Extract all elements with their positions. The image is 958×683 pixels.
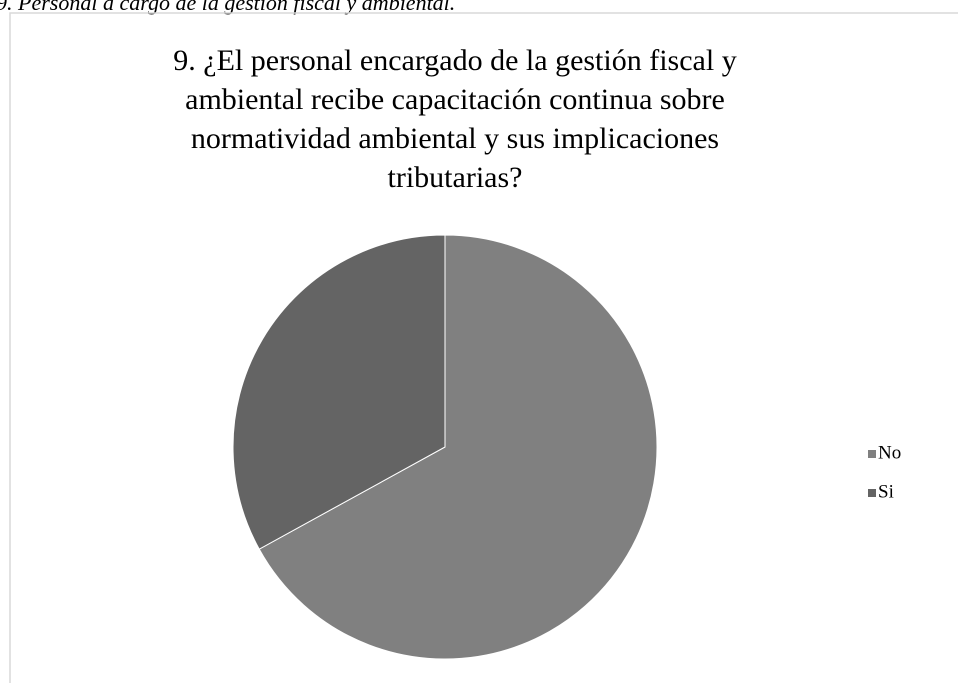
- chart-frame: [9, 12, 958, 683]
- pie-slice: [232, 234, 446, 550]
- legend-swatch: [868, 489, 876, 497]
- chart-title-line: 9. ¿El personal encargado de la gestión …: [173, 44, 736, 77]
- legend-label: No: [878, 442, 901, 463]
- legend-label: Si: [878, 481, 894, 502]
- legend-swatch: [868, 450, 876, 458]
- chart-title-line: ambiental recibe capacitación continua s…: [185, 83, 725, 116]
- figure-caption: 9. Personal a cargo de la gestión fiscal…: [0, 0, 455, 15]
- pie-slice: [258, 234, 658, 660]
- chart: 9. ¿El personal encargado de la gestión …: [173, 44, 901, 660]
- chart-title-line: tributarias?: [388, 161, 523, 194]
- chart-title-line: normatividad ambiental y sus implicacion…: [191, 122, 719, 155]
